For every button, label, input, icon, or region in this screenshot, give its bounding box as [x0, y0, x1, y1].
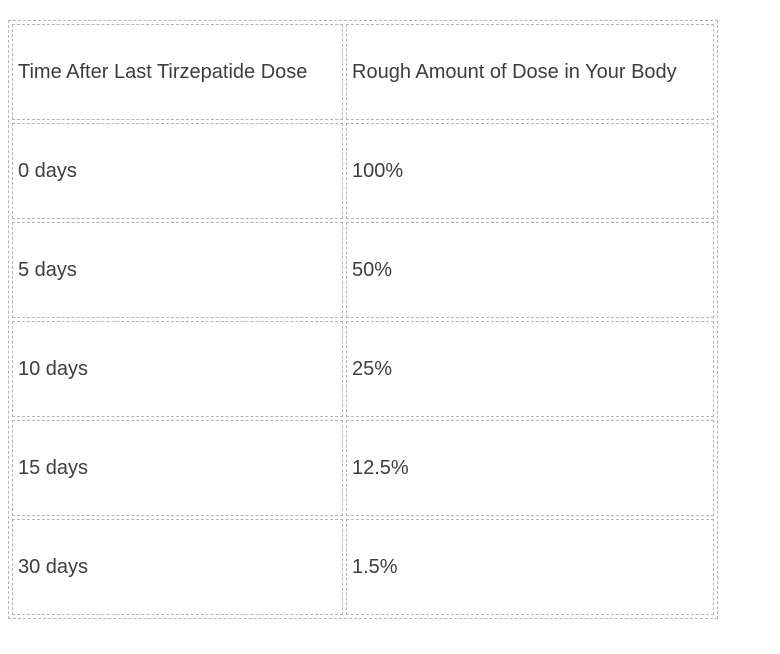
cell-time-30-days: 30 days	[12, 519, 343, 615]
cell-amount-10-days: 25%	[346, 321, 714, 417]
cell-time-5-days: 5 days	[12, 222, 343, 318]
cell-amount-15-days: 12.5%	[346, 420, 714, 516]
column-header-time-after-dose: Time After Last Tirzepatide Dose	[12, 24, 343, 120]
table-row: 0 days 100%	[12, 123, 714, 219]
table-row: 5 days 50%	[12, 222, 714, 318]
cell-amount-0-days: 100%	[346, 123, 714, 219]
cell-amount-5-days: 50%	[346, 222, 714, 318]
tirzepatide-dose-table: Time After Last Tirzepatide Dose Rough A…	[8, 20, 718, 619]
cell-time-0-days: 0 days	[12, 123, 343, 219]
table-header-row: Time After Last Tirzepatide Dose Rough A…	[12, 24, 714, 120]
cell-amount-30-days: 1.5%	[346, 519, 714, 615]
table-row: 30 days 1.5%	[12, 519, 714, 615]
column-header-amount-in-body: Rough Amount of Dose in Your Body	[346, 24, 714, 120]
cell-time-15-days: 15 days	[12, 420, 343, 516]
cell-time-10-days: 10 days	[12, 321, 343, 417]
table-row: 15 days 12.5%	[12, 420, 714, 516]
table-row: 10 days 25%	[12, 321, 714, 417]
